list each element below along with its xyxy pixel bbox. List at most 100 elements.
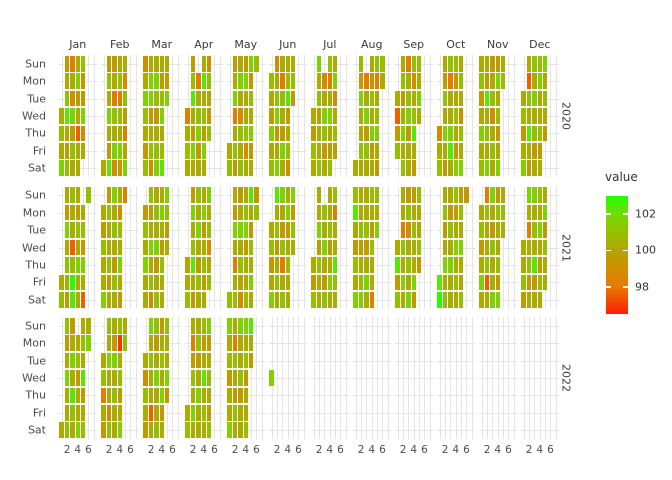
day-tile bbox=[316, 73, 322, 89]
day-tile bbox=[526, 55, 532, 72]
day-tile bbox=[70, 387, 75, 404]
day-tile bbox=[479, 143, 484, 159]
day-tile bbox=[322, 291, 327, 308]
day-tile bbox=[353, 204, 358, 221]
day-tile bbox=[238, 108, 243, 124]
week-tick-label: 2 bbox=[63, 444, 71, 456]
day-tile bbox=[196, 405, 201, 421]
day-tile bbox=[232, 90, 238, 107]
day-tile bbox=[442, 222, 448, 238]
day-tile bbox=[117, 274, 122, 291]
day-tile bbox=[206, 370, 212, 386]
day-tile bbox=[311, 108, 316, 124]
weekday-label: Tue bbox=[27, 92, 46, 106]
day-tile bbox=[112, 108, 117, 124]
day-tile bbox=[112, 317, 117, 334]
month-label: Sep bbox=[403, 38, 425, 51]
day-tile bbox=[59, 125, 64, 142]
day-tile bbox=[332, 125, 338, 142]
day-tile bbox=[159, 239, 164, 256]
day-tile bbox=[159, 274, 164, 291]
week-tick-label: 4 bbox=[494, 444, 502, 456]
day-tile bbox=[75, 352, 80, 369]
day-tile bbox=[154, 274, 159, 291]
day-tile bbox=[227, 317, 232, 334]
panel-gridline-horizontal bbox=[353, 412, 391, 414]
day-tile bbox=[59, 143, 64, 159]
day-tile bbox=[248, 187, 254, 203]
day-tile bbox=[495, 143, 500, 159]
day-tile bbox=[206, 387, 212, 404]
day-tile bbox=[112, 125, 117, 142]
day-tile bbox=[154, 317, 159, 334]
day-tile bbox=[154, 352, 159, 369]
day-tile bbox=[458, 73, 464, 89]
day-tile bbox=[101, 257, 106, 273]
day-tile bbox=[143, 274, 148, 291]
day-tile bbox=[112, 160, 117, 177]
day-tile bbox=[316, 160, 322, 177]
day-tile bbox=[490, 125, 495, 142]
day-tile bbox=[70, 257, 75, 273]
day-tile bbox=[243, 90, 248, 107]
weekday-label: Sat bbox=[27, 423, 46, 437]
day-tile bbox=[75, 204, 80, 221]
panel-gridline-horizontal bbox=[521, 430, 559, 432]
day-tile bbox=[274, 55, 280, 72]
week-tick-label: 4 bbox=[452, 444, 460, 456]
panel-gridline-horizontal bbox=[437, 325, 475, 327]
day-tile bbox=[106, 291, 112, 308]
day-tile bbox=[453, 239, 458, 256]
legend-tick-label: 98 bbox=[635, 280, 649, 294]
day-tile bbox=[537, 108, 542, 124]
day-tile bbox=[532, 222, 537, 238]
day-tile bbox=[416, 222, 422, 238]
day-tile bbox=[521, 125, 526, 142]
panel-gridline-horizontal bbox=[311, 395, 349, 397]
day-tile bbox=[190, 317, 196, 334]
day-tile bbox=[106, 90, 112, 107]
day-tile bbox=[112, 143, 117, 159]
panel-gridline-horizontal bbox=[269, 395, 307, 397]
day-tile bbox=[316, 222, 322, 238]
day-tile bbox=[243, 222, 248, 238]
day-tile bbox=[143, 108, 148, 124]
day-tile bbox=[64, 257, 70, 273]
day-tile bbox=[521, 108, 526, 124]
day-tile bbox=[453, 274, 458, 291]
day-tile bbox=[196, 257, 201, 273]
day-tile bbox=[542, 204, 548, 221]
day-tile bbox=[196, 352, 201, 369]
day-tile bbox=[442, 55, 448, 72]
day-tile bbox=[112, 55, 117, 72]
day-tile bbox=[406, 143, 411, 159]
day-tile bbox=[238, 405, 243, 421]
day-tile bbox=[75, 422, 80, 439]
day-tile bbox=[322, 143, 327, 159]
day-tile bbox=[80, 257, 86, 273]
day-tile bbox=[148, 73, 154, 89]
day-tile bbox=[164, 387, 170, 404]
day-tile bbox=[269, 291, 274, 308]
day-tile bbox=[243, 405, 248, 421]
day-tile bbox=[122, 73, 128, 89]
day-tile bbox=[406, 291, 411, 308]
day-tile bbox=[532, 274, 537, 291]
day-tile bbox=[159, 257, 164, 273]
day-tile bbox=[190, 108, 196, 124]
day-tile bbox=[369, 73, 374, 89]
day-tile bbox=[64, 405, 70, 421]
day-tile bbox=[112, 204, 117, 221]
day-tile bbox=[353, 274, 358, 291]
day-tile bbox=[64, 387, 70, 404]
day-tile bbox=[154, 160, 159, 177]
day-tile bbox=[311, 125, 316, 142]
day-tile bbox=[479, 90, 484, 107]
day-tile bbox=[448, 90, 453, 107]
day-tile bbox=[70, 405, 75, 421]
day-tile bbox=[400, 108, 406, 124]
day-tile bbox=[380, 73, 385, 89]
day-tile bbox=[269, 143, 274, 159]
day-tile bbox=[201, 125, 206, 142]
day-tile bbox=[159, 143, 164, 159]
